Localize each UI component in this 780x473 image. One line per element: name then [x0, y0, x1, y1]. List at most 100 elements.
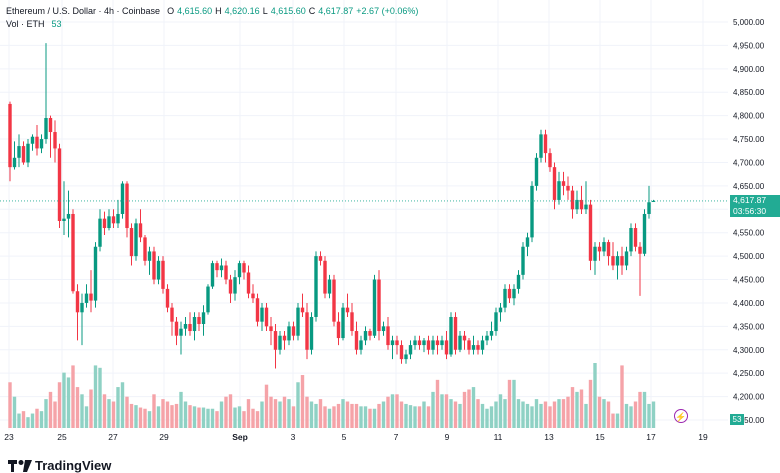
candle-body [242, 263, 246, 273]
candlesticks [8, 43, 656, 369]
volume-bar [323, 406, 327, 428]
volume-bar [71, 365, 75, 428]
volume-bar [84, 406, 89, 428]
volume-bar [93, 365, 98, 428]
y-tick-label: 4,850.00 [733, 88, 765, 97]
candle-body [566, 185, 570, 191]
volume-bar [309, 401, 314, 428]
candle-body [498, 307, 503, 313]
symbol-title[interactable]: Ethereum / U.S. Dollar · 4h · Coinbase [6, 6, 161, 16]
candle-body [228, 279, 233, 294]
candle-body [449, 316, 453, 355]
volume-bar [642, 391, 647, 428]
candle-body [48, 117, 53, 133]
volume-bar [219, 401, 224, 428]
candle-body [8, 103, 12, 168]
volume-bar [89, 389, 93, 428]
volume-bar [386, 396, 390, 428]
y-tick-label: 4,150.00 [733, 416, 765, 425]
volume-bar [629, 406, 633, 428]
candle-body [539, 134, 543, 158]
volume-bar [417, 406, 422, 428]
volume-bar [503, 399, 507, 428]
volume-bar [579, 389, 584, 428]
candle-body [548, 153, 552, 168]
candle-body [210, 263, 215, 287]
volume-bar [179, 391, 183, 428]
candle-body [201, 312, 206, 325]
x-tick-label: Sep [232, 432, 248, 442]
candle-body [102, 218, 107, 229]
candle-body [246, 272, 251, 294]
candle-body [323, 260, 327, 294]
volume-bar [597, 396, 602, 428]
candle-body [89, 293, 93, 301]
volume-bar [242, 411, 246, 428]
candle-body [359, 340, 363, 350]
volume-bar [449, 399, 453, 428]
volume-bar [35, 408, 39, 428]
candle-body [165, 288, 170, 308]
change-value: +2.67 (+0.06%) [356, 6, 419, 16]
volume-bar [305, 396, 309, 428]
candle-body [453, 316, 458, 350]
volume-label[interactable]: Vol · ETH [6, 19, 45, 29]
candle-body [206, 286, 210, 313]
volume-bar [633, 401, 638, 428]
candle-body [485, 335, 489, 341]
candle-body [287, 326, 291, 341]
candle-body [62, 218, 66, 221]
lightning-icon[interactable]: ⚡ [674, 409, 688, 423]
x-tick-label: 29 [159, 432, 169, 442]
volume-bar [8, 382, 12, 428]
x-tick-label: 11 [494, 432, 503, 442]
close-label: C [308, 6, 316, 16]
x-tick-label: 5 [342, 432, 347, 442]
volume-bar [471, 387, 476, 428]
volume-bar [593, 363, 597, 428]
candle-body [170, 307, 174, 322]
candle-body [98, 218, 102, 247]
candle-body [570, 190, 575, 210]
volume-bar [512, 379, 516, 428]
volume-bar [278, 401, 282, 428]
volume-bar [152, 394, 156, 428]
volume-bar [26, 417, 30, 428]
volume-bar [498, 394, 503, 428]
volume-bar [246, 399, 251, 428]
volume-bar [120, 382, 125, 428]
candle-body [512, 288, 516, 299]
candle-body [300, 307, 305, 313]
close-value: 4,617.87 [318, 6, 354, 16]
candle-body [134, 223, 138, 257]
candle-body [543, 134, 548, 154]
volume-bar [156, 406, 161, 428]
candle-body [215, 263, 219, 271]
high-value: 4,620.16 [224, 6, 260, 16]
time-axis[interactable]: 23 25 27 29 Sep 3 5 7 9 11 13 15 17 19 [4, 432, 708, 442]
volume-bar [368, 408, 372, 428]
volume-bar [282, 396, 287, 428]
volume-bar [53, 401, 57, 428]
brand-name: TradingView [35, 458, 112, 473]
candle-body [426, 340, 431, 350]
volume-bar [134, 405, 138, 428]
volume-bar [359, 406, 363, 428]
candle-body [107, 216, 111, 229]
candle-body [314, 256, 318, 317]
candle-body [30, 136, 35, 144]
candle-body [53, 132, 57, 149]
low-label: L [262, 6, 268, 16]
y-tick-label: 4,300.00 [733, 346, 765, 355]
price-axis[interactable]: 5,000.00 4,950.00 4,900.00 4,850.00 4,800.00… [733, 18, 765, 425]
candle-body [71, 213, 75, 292]
x-tick-label: 25 [57, 432, 67, 442]
volume-bar [602, 399, 606, 428]
volume-bar [624, 403, 629, 428]
y-tick-label: 4,950.00 [733, 41, 765, 50]
candle-body [413, 340, 417, 346]
tradingview-logo[interactable]: TradingView [8, 458, 111, 473]
y-tick-label: 4,700.00 [733, 158, 765, 167]
volume-bar [300, 375, 305, 428]
